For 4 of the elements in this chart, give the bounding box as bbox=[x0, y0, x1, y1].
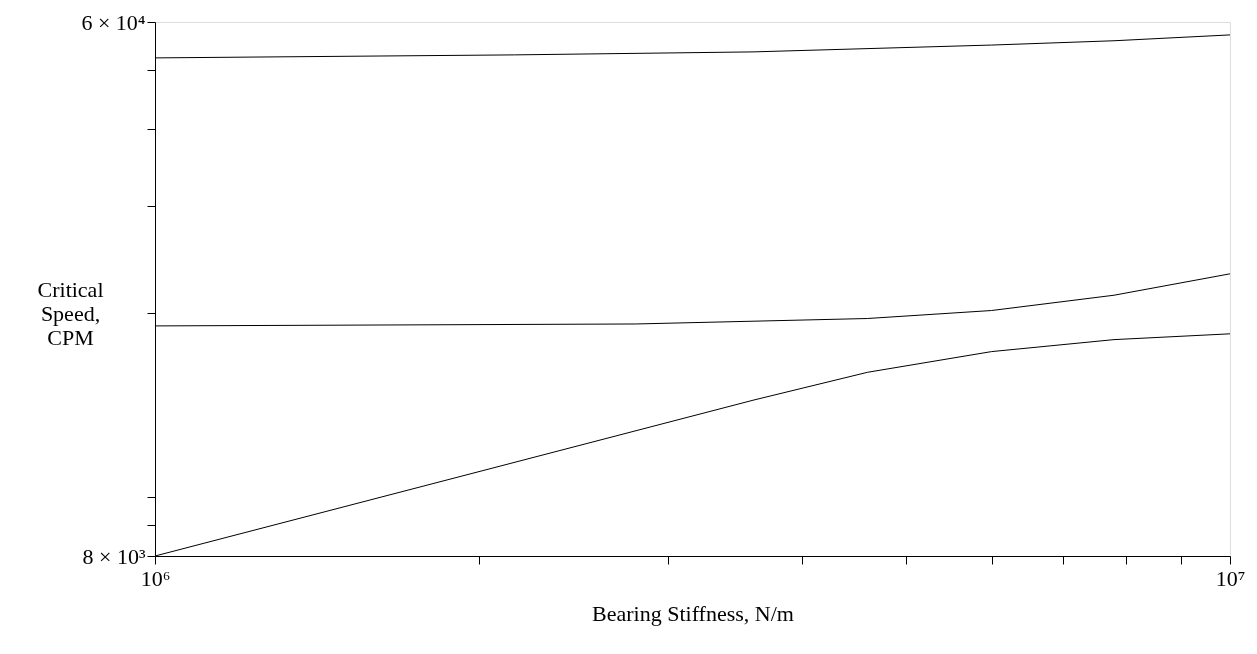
x-axis-title: Bearing Stiffness, N/m bbox=[592, 600, 794, 626]
x-tick-label: 10⁷ bbox=[1215, 565, 1246, 591]
y-axis-title: Critical Speed, CPM bbox=[37, 276, 104, 350]
y-tick-label: 6 × 10⁴ bbox=[81, 9, 146, 35]
